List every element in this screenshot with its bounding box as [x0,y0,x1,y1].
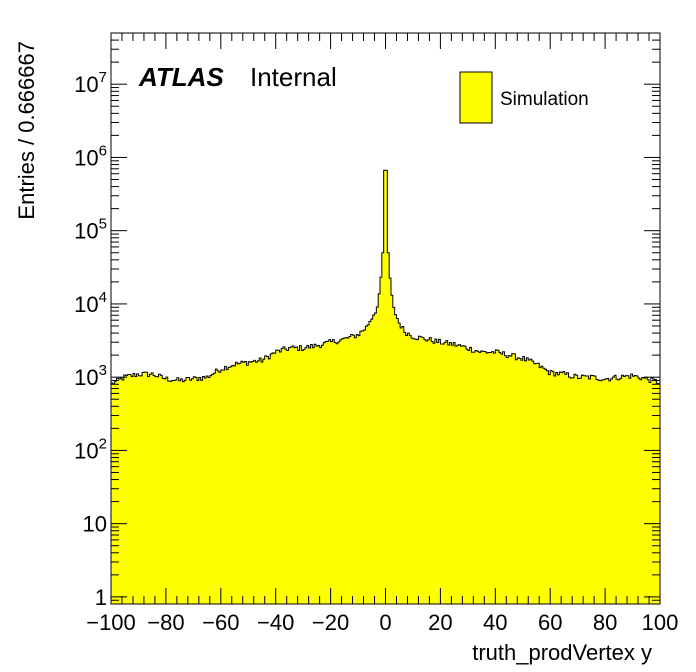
y-tick-label: 104 [74,289,107,317]
y-tick-label: 105 [74,216,107,244]
atlas-label: ATLAS [138,62,224,92]
x-tick-label: 0 [379,610,391,635]
x-tick-label: −100 [86,610,136,635]
y-tick-label: 10 [83,512,107,537]
legend: Simulation [459,71,589,124]
y-tick-label: 106 [74,142,107,170]
x-tick-label: −40 [257,610,294,635]
histogram-bars [111,169,661,605]
legend-swatch-simulation [459,71,493,124]
x-tick-label: 80 [593,610,617,635]
internal-label: Internal [250,62,337,92]
x-tick-label: 20 [428,610,452,635]
histogram-outline [111,169,660,385]
x-tick-label: 60 [538,610,562,635]
y-tick-label: 102 [74,435,107,463]
y-tick-label: 107 [74,69,107,97]
x-tick-label: 40 [483,610,507,635]
y-tick-label: 103 [74,362,107,390]
y-axis-title: Entries / 0.666667 [14,41,39,220]
x-axis-title: truth_prodVertex y [472,640,652,665]
axis-tick-labels: −100 −80 −60 −40 −20 0 20 40 60 80 100 1 10 102 103 104… [74,69,678,635]
axis-ticks [110,32,661,605]
y-tick-label: 1 [95,585,107,610]
x-tick-label: −20 [312,610,349,635]
histogram-fill [111,170,661,605]
x-tick-label: −80 [147,610,184,635]
x-tick-label: 100 [642,610,679,635]
legend-label-simulation: Simulation [500,89,589,110]
x-tick-label: −60 [202,610,239,635]
